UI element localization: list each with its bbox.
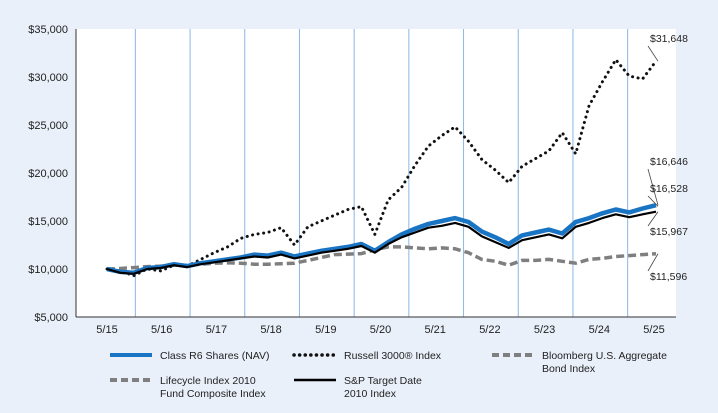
x-tick-label: 5/22 <box>479 324 500 336</box>
y-tick-label: $25,000 <box>28 120 68 132</box>
series-line-4 <box>106 210 657 275</box>
y-tick-label: $15,000 <box>28 216 68 228</box>
legend-item: Lifecycle Index 2010 Fund Composite Inde… <box>108 375 266 401</box>
x-tick-label: 5/21 <box>424 324 445 336</box>
y-tick-label: $20,000 <box>28 168 68 180</box>
x-tick-label: 5/18 <box>260 324 281 336</box>
legend-item: Class R6 Shares (NAV) <box>108 350 270 363</box>
legend-swatch <box>110 353 152 357</box>
x-tick-label: 5/24 <box>589 324 610 336</box>
legend-swatch <box>292 353 338 357</box>
end-value-label: $31,648 <box>650 33 688 45</box>
y-tick-label: $5,000 <box>34 312 68 324</box>
x-tick-label: 5/23 <box>534 324 555 336</box>
legend-label: Lifecycle Index 2010 Fund Composite Inde… <box>160 375 266 400</box>
x-tick-label: 5/17 <box>206 324 227 336</box>
x-tick-label: 5/16 <box>151 324 172 336</box>
x-tick-label: 5/20 <box>370 324 391 336</box>
end-label-leader <box>647 253 659 272</box>
legend-swatch <box>294 378 336 382</box>
legend-swatch <box>492 353 534 357</box>
x-tick-label: 5/25 <box>643 324 664 336</box>
legend-item: Russell 3000® Index <box>292 350 441 363</box>
series-line-1 <box>105 58 658 278</box>
plot-area <box>76 29 676 317</box>
legend-item: S&P Target Date 2010 Index <box>292 375 422 401</box>
end-value-label: $11,596 <box>650 271 687 283</box>
end-value-label: $16,646 <box>650 156 688 168</box>
x-tick-label: 5/19 <box>315 324 336 336</box>
end-label-leader <box>647 195 659 207</box>
end-value-label: $16,528 <box>650 183 688 195</box>
end-value-label: $15,967 <box>650 226 688 238</box>
legend-label: Russell 3000® Index <box>344 350 442 362</box>
legend-label: Class R6 Shares (NAV) <box>160 350 270 362</box>
line-chart: 5/15 5/16 5/17 5/18 5/19 5/20 5/21 5/22 5/23 5/24… <box>28 24 688 336</box>
y-tick-label: $10,000 <box>28 264 68 276</box>
legend-swatch <box>110 378 152 382</box>
end-label-leader <box>647 211 659 227</box>
legend-label: Bloomberg U.S. Aggregate Bond Index <box>542 350 667 375</box>
legend-item: Bloomberg U.S. Aggregate Bond Index <box>490 350 667 376</box>
y-tick-label: $35,000 <box>28 24 68 36</box>
legend-label: S&P Target Date 2010 Index <box>344 375 422 400</box>
legend: Class R6 Shares (NAV) Russell 3000® Index… <box>0 348 718 413</box>
end-label-leader <box>647 45 659 62</box>
end-label-leader <box>647 168 659 206</box>
y-tick-label: $30,000 <box>28 72 68 84</box>
x-tick-label: 5/15 <box>96 324 117 336</box>
